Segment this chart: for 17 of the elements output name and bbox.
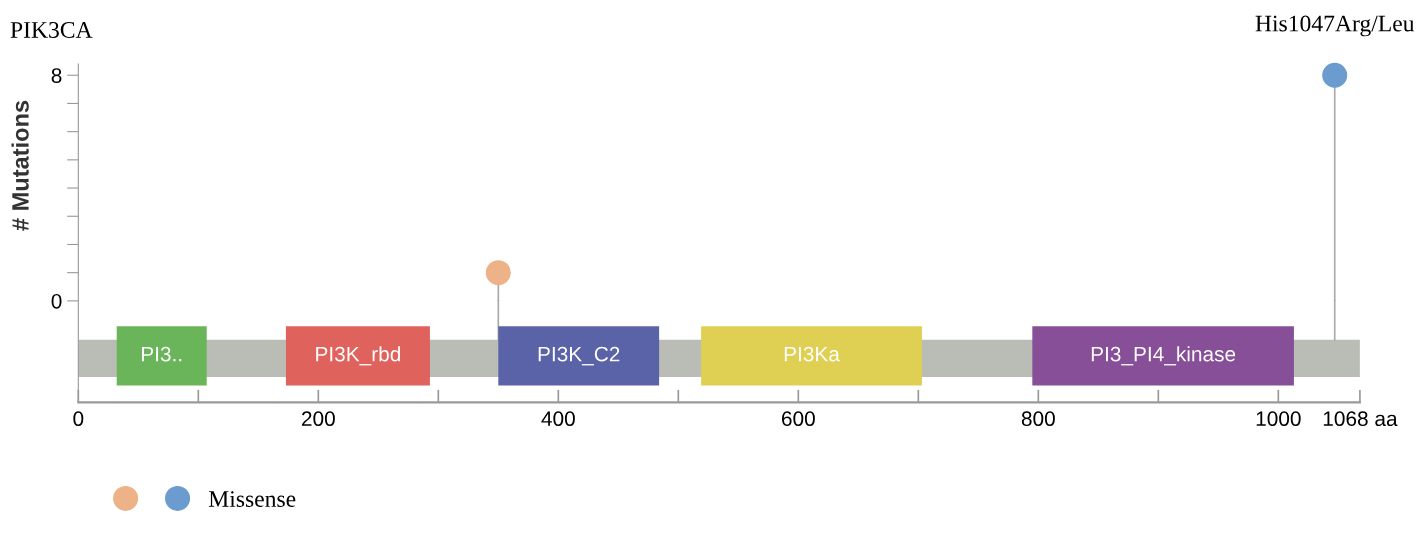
band-label: PI3Ka — [784, 346, 840, 362]
legend-label: Missense — [208, 491, 296, 507]
band-label: PI3_PI4_kinase — [1091, 346, 1236, 366]
band-label: PI3.. — [142, 346, 182, 362]
chart-title: PIK3CA — [10, 22, 93, 38]
y-tick-label: 8 — [51, 68, 62, 83]
annotation: His1047Arg/Leu — [1255, 15, 1415, 37]
x-tick-label: 200 — [301, 411, 335, 427]
x-tick-label: 600 — [782, 411, 815, 427]
x-tick-label: 0 — [73, 411, 84, 427]
x-tick-label: 800 — [1021, 411, 1055, 427]
band-label: PI3K_C2 — [538, 346, 620, 366]
band-label: PI3K_rbd — [316, 346, 401, 366]
x-tick-label: 1000 — [1256, 411, 1301, 427]
y-axis-title: # Mutations — [11, 100, 29, 231]
x-tick-label: 1068 aa — [1323, 411, 1398, 427]
x-tick-label: 400 — [541, 411, 575, 427]
